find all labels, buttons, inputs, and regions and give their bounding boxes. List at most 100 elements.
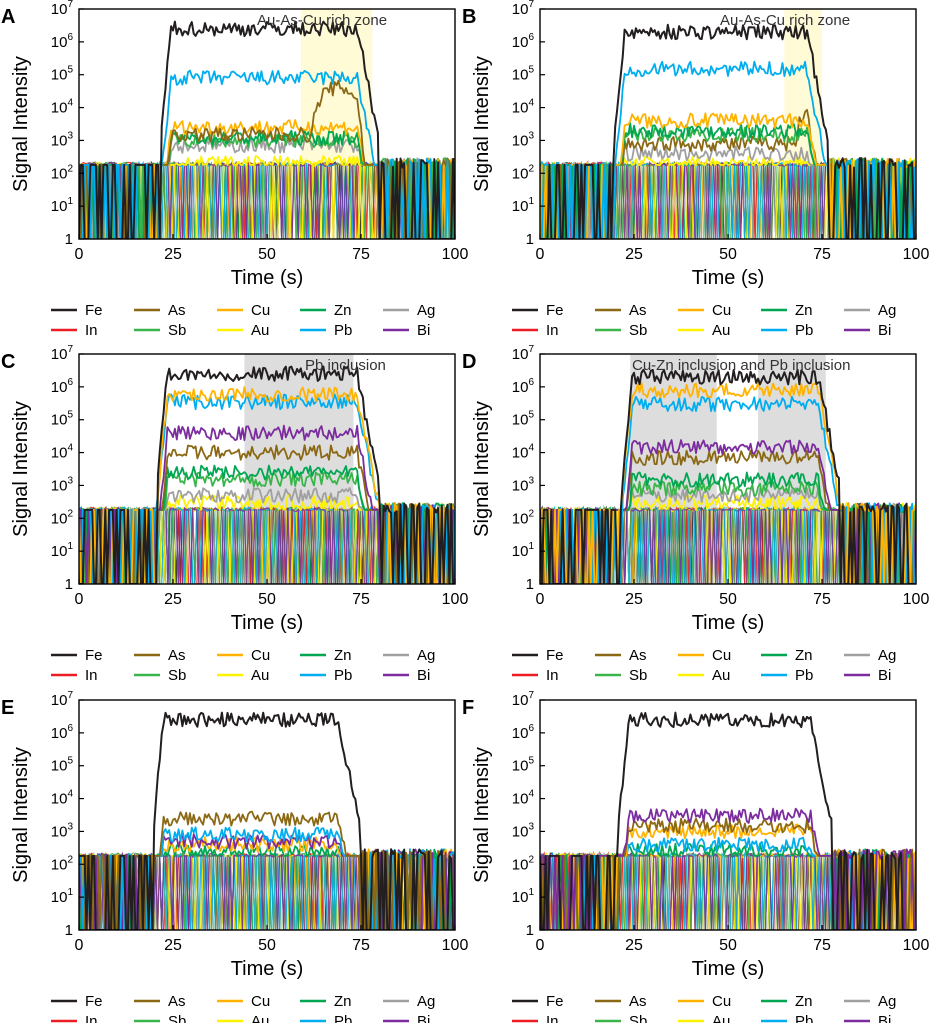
legend-label-ag: Ag xyxy=(417,647,435,664)
legend-label-as: As xyxy=(168,647,186,664)
legend-label-as: As xyxy=(168,993,186,1010)
y-tick-label: 102 xyxy=(512,854,535,873)
legend-label-au: Au xyxy=(251,322,269,339)
y-tick-label: 103 xyxy=(51,130,74,149)
legend-label-bi: Bi xyxy=(878,322,891,339)
legend-label-bi: Bi xyxy=(878,667,891,684)
y-axis-label: Signal Intensity xyxy=(10,401,32,537)
y-tick-label: 101 xyxy=(51,541,74,560)
x-tick-label: 0 xyxy=(536,246,545,263)
legend-label-zn: Zn xyxy=(334,302,352,319)
y-tick-label: 102 xyxy=(512,163,535,182)
legend-label-in: In xyxy=(85,322,98,339)
series-bi xyxy=(540,807,916,930)
legend-label-ag: Ag xyxy=(417,993,435,1010)
series-sb xyxy=(79,132,455,239)
plot-area xyxy=(540,711,916,930)
plot-area xyxy=(79,20,455,239)
series-pb xyxy=(540,60,916,239)
legend-label-as: As xyxy=(629,993,647,1010)
legend-label-bi: Bi xyxy=(417,667,430,684)
y-tick-label: 106 xyxy=(512,723,535,742)
legend-label-bi: Bi xyxy=(878,1013,891,1023)
y-tick-label: 1 xyxy=(65,576,73,593)
x-tick-label: 50 xyxy=(258,937,276,954)
legend-label-sb: Sb xyxy=(629,322,647,339)
noise-trace-zn xyxy=(79,851,454,930)
panel-a: Au-As-Cu rich zone 0 25 50 75 100 1 101 102 103 10… xyxy=(1,0,468,339)
y-tick-label: 1 xyxy=(65,231,73,248)
legend-label-sb: Sb xyxy=(629,1013,647,1023)
y-tick-label: 107 xyxy=(51,344,74,363)
y-tick-label: 105 xyxy=(512,65,535,84)
x-tick-label: 50 xyxy=(258,591,276,608)
y-tick-label: 103 xyxy=(51,475,74,494)
y-tick-label: 102 xyxy=(51,508,74,527)
y-tick-label: 104 xyxy=(51,98,74,117)
x-tick-label: 25 xyxy=(625,591,643,608)
legend-label-pb: Pb xyxy=(795,1013,813,1023)
x-tick-label: 100 xyxy=(903,591,930,608)
series-as xyxy=(540,817,916,930)
y-tick-label: 101 xyxy=(512,541,535,560)
y-tick-label: 101 xyxy=(51,887,74,906)
legend-label-pb: Pb xyxy=(334,1013,352,1023)
y-tick-label: 1 xyxy=(526,922,534,939)
legend-label-fe: Fe xyxy=(546,302,564,319)
legend-label-as: As xyxy=(168,302,186,319)
panel-b: Au-As-Cu rich zone 0 25 50 75 100 1 101 102 103 10… xyxy=(462,0,929,339)
x-tick-label: 100 xyxy=(903,937,930,954)
y-axis-label: Signal Intensity xyxy=(10,747,32,883)
legend-label-fe: Fe xyxy=(85,993,103,1010)
x-tick-label: 100 xyxy=(442,246,469,263)
y-tick-label: 102 xyxy=(512,508,535,527)
y-tick-label: 105 xyxy=(51,410,74,429)
legend: Fe As Cu Zn Ag In Sb Au Pb Bi xyxy=(512,647,896,684)
x-axis-label: Time (s) xyxy=(692,958,765,980)
x-tick-label: 75 xyxy=(813,591,831,608)
x-axis-label: Time (s) xyxy=(231,267,304,289)
legend-label-pb: Pb xyxy=(334,667,352,684)
legend-label-bi: Bi xyxy=(417,322,430,339)
legend-label-pb: Pb xyxy=(795,667,813,684)
legend-label-cu: Cu xyxy=(712,647,731,664)
panel-letter: F xyxy=(462,697,474,719)
y-tick-label: 104 xyxy=(512,98,535,117)
y-tick-label: 103 xyxy=(512,821,535,840)
panel-e: 0 25 50 75 100 1 101 102 103 104 105 106 107 Time (s)… xyxy=(1,690,468,1028)
series-fe xyxy=(79,365,455,584)
x-axis-label: Time (s) xyxy=(231,958,304,980)
x-tick-label: 75 xyxy=(813,937,831,954)
y-tick-label: 101 xyxy=(512,887,535,906)
y-tick-label: 1 xyxy=(526,576,534,593)
legend-label-au: Au xyxy=(251,1013,269,1023)
plot-area xyxy=(540,368,916,584)
highlight-label: Pb inclusion xyxy=(305,357,386,374)
y-axis-label: Signal Intensity xyxy=(10,56,32,192)
panel-letter: E xyxy=(1,697,14,719)
legend-label-in: In xyxy=(546,1013,559,1023)
x-tick-label: 0 xyxy=(75,937,84,954)
y-tick-label: 104 xyxy=(51,443,74,462)
legend: Fe As Cu Zn Ag In Sb Au Pb Bi xyxy=(51,302,435,339)
y-axis-label: Signal Intensity xyxy=(471,56,493,192)
legend-label-in: In xyxy=(546,667,559,684)
legend-label-cu: Cu xyxy=(712,302,731,319)
plot-area xyxy=(79,711,455,930)
highlight-label: Cu-Zn inclusion and Pb inclusion xyxy=(632,357,850,374)
x-axis-label: Time (s) xyxy=(231,612,304,634)
legend-label-bi: Bi xyxy=(417,1013,430,1023)
y-tick-label: 104 xyxy=(512,443,535,462)
y-tick-label: 104 xyxy=(51,789,74,808)
legend-label-cu: Cu xyxy=(712,993,731,1010)
x-tick-label: 0 xyxy=(75,591,84,608)
y-tick-label: 107 xyxy=(512,0,535,18)
highlight-label: Au-As-Cu rich zone xyxy=(720,12,850,29)
legend-label-zn: Zn xyxy=(795,647,813,664)
legend-label-sb: Sb xyxy=(629,667,647,684)
y-tick-label: 1 xyxy=(526,231,534,248)
panel-d: Cu-Zn inclusion and Pb inclusion 0 25 50 75 1… xyxy=(462,344,929,684)
plot-area xyxy=(540,23,916,239)
